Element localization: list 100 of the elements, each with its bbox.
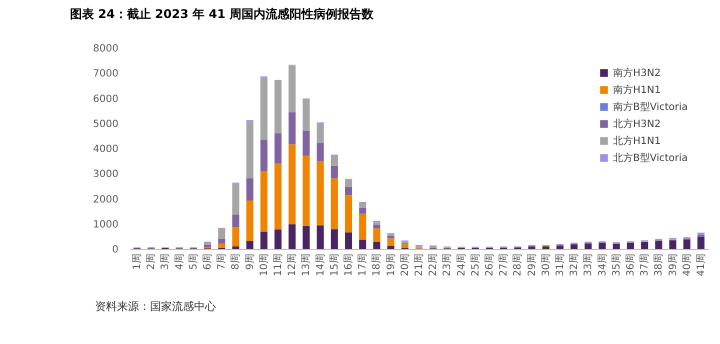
bar (274, 229, 282, 249)
bar (641, 242, 648, 249)
bar (288, 112, 296, 144)
legend-label: 北方H1N1 (613, 135, 661, 147)
bar (288, 144, 296, 224)
bar (344, 186, 352, 196)
bar (232, 227, 240, 246)
x-tick-label: 21周 (414, 254, 425, 276)
x-tick-label: 27周 (498, 254, 510, 276)
x-tick-label: 38周 (654, 254, 665, 276)
bar (218, 238, 226, 244)
x-tick-label: 26周 (484, 254, 496, 276)
bar (528, 246, 536, 249)
bar (274, 133, 282, 164)
bar (260, 140, 268, 172)
x-tick-label: 2周 (146, 254, 158, 270)
bar (246, 200, 254, 241)
bar (246, 240, 254, 249)
x-tick-label: 12周 (287, 254, 298, 276)
bar (359, 203, 366, 208)
x-tick-label: 8周 (230, 254, 242, 270)
bar (373, 228, 380, 242)
x-tick-label: 29周 (526, 254, 538, 276)
y-tick-label: 8000 (93, 44, 118, 54)
bar (359, 214, 366, 240)
bar (274, 164, 282, 230)
bar (330, 229, 338, 249)
bar (373, 222, 380, 225)
x-tick-label: 39周 (668, 254, 679, 276)
x-tick-label: 24周 (456, 254, 468, 276)
x-tick-label: 28周 (512, 254, 524, 276)
bar (373, 224, 380, 228)
x-tick-label: 22周 (428, 254, 440, 276)
y-tick-label: 6000 (93, 94, 118, 105)
x-tick-label: 1周 (132, 254, 144, 270)
legend-label: 北方B型Victoria (613, 152, 688, 164)
bar (260, 232, 268, 249)
bar (302, 99, 310, 131)
bar (344, 232, 352, 249)
x-tick-label: 11周 (273, 254, 284, 276)
x-tick-label: 9周 (244, 254, 256, 270)
bar (344, 180, 352, 187)
x-tick-label: 5周 (188, 254, 200, 270)
x-tick-label: 17周 (358, 254, 369, 276)
x-tick-label: 19周 (386, 254, 397, 276)
bar (669, 240, 676, 249)
bar (316, 142, 324, 162)
legend-label: 南方H1N1 (613, 84, 661, 96)
x-tick-label: 30周 (540, 254, 552, 276)
bar (387, 238, 394, 246)
bar (598, 242, 606, 249)
x-tick-label: 32周 (569, 254, 580, 276)
y-tick-label: 7000 (93, 68, 118, 80)
bar (655, 240, 662, 249)
bar (612, 244, 620, 249)
bar (302, 156, 310, 226)
bar (246, 122, 254, 178)
x-tick-label: 6周 (202, 254, 214, 270)
bar (401, 244, 408, 248)
bar (359, 240, 366, 249)
bar (274, 80, 282, 134)
x-tick-label: 16周 (344, 254, 355, 276)
bar (260, 78, 268, 140)
bar (359, 208, 366, 214)
y-tick-label: 5000 (93, 118, 118, 130)
bar (218, 243, 226, 248)
bar (232, 246, 240, 249)
bar (683, 239, 690, 249)
x-tick-label: 34周 (597, 254, 608, 276)
y-tick-label: 3000 (93, 169, 118, 180)
bar (330, 154, 338, 166)
x-tick-label: 18周 (372, 254, 383, 276)
legend-label: 南方H3N2 (613, 67, 661, 79)
x-tick-label: 20周 (400, 254, 411, 276)
bar (218, 228, 226, 239)
y-tick-label: 0 (112, 244, 118, 256)
bar (373, 242, 380, 249)
bar (344, 195, 352, 232)
bar (204, 242, 212, 245)
y-tick-label: 1000 (93, 219, 118, 230)
bar (288, 224, 296, 249)
bar (316, 124, 324, 143)
bar (302, 130, 310, 156)
bar (316, 225, 324, 249)
x-tick-label: 7周 (216, 254, 228, 270)
bar (260, 171, 268, 232)
text: 资料来源：国家流感中心 (95, 300, 216, 313)
chart-title: 图表 24：截止 2023 年 41 周国内流感阳性病例报告数 (70, 7, 375, 21)
bar (232, 214, 240, 228)
x-tick-label: 13周 (301, 254, 312, 276)
y-tick-label: 4000 (93, 144, 118, 155)
bar (570, 244, 578, 249)
bar (316, 161, 324, 226)
bar (288, 65, 296, 112)
bar (330, 166, 338, 178)
bar (584, 243, 592, 249)
x-tick-label: 35周 (611, 254, 622, 276)
bar (246, 178, 254, 201)
bar (626, 242, 634, 249)
bar (330, 178, 338, 230)
